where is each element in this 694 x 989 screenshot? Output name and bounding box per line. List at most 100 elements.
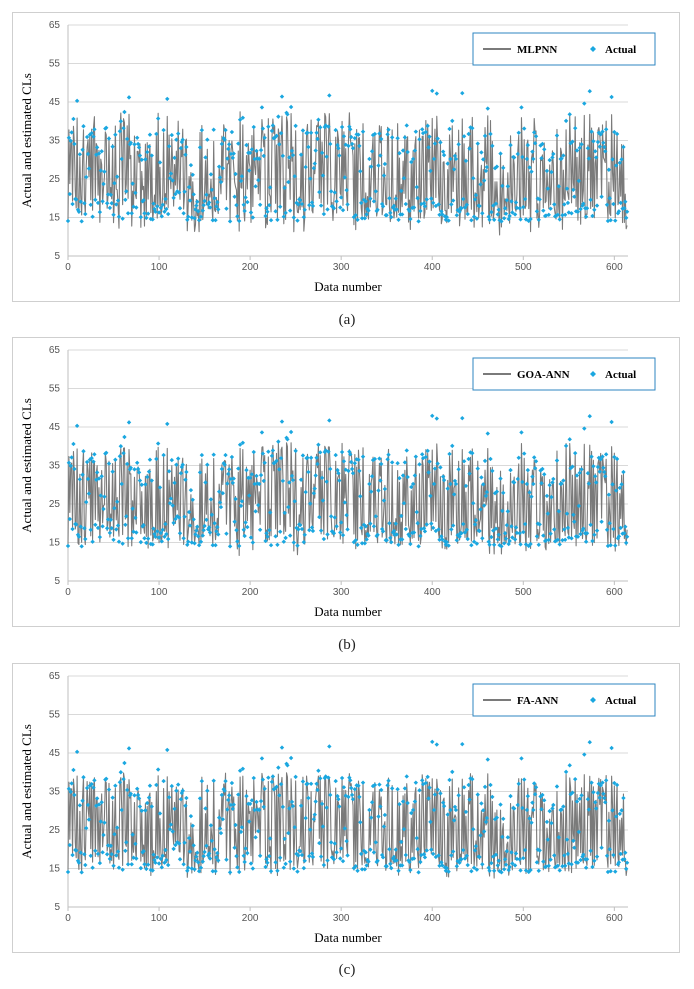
actual-point: [473, 192, 479, 198]
actual-point: [163, 196, 168, 202]
actual-point: [443, 217, 449, 223]
actual-point: [270, 774, 276, 779]
actual-point: [116, 214, 122, 219]
actual-point: [213, 868, 218, 874]
actual-point: [541, 859, 546, 864]
actual-point: [430, 525, 436, 531]
actual-point: [413, 780, 419, 785]
actual-point: [86, 491, 92, 496]
actual-point: [248, 210, 254, 215]
actual-point: [236, 218, 242, 224]
actual-point: [243, 846, 248, 851]
actual-point: [212, 847, 217, 852]
actual-point: [174, 137, 179, 142]
actual-point: [470, 450, 475, 456]
actual-point: [565, 200, 571, 206]
actual-point: [622, 206, 627, 211]
actual-point: [597, 144, 602, 149]
actual-point: [502, 531, 508, 536]
actual-point: [115, 198, 121, 203]
actual-point: [325, 207, 330, 212]
actual-point: [206, 525, 212, 530]
actual-point: [185, 214, 191, 219]
actual-point: [572, 194, 577, 199]
actual-point: [175, 456, 181, 461]
actual-point: [521, 777, 527, 782]
actual-point: [65, 218, 71, 224]
actual-point: [384, 863, 389, 869]
actual-point: [539, 156, 544, 161]
actual-point: [565, 851, 571, 857]
actual-point: [211, 452, 216, 457]
actual-point: [522, 847, 528, 853]
actual-point: [146, 144, 152, 149]
actual-point: [254, 473, 259, 479]
actual-point: [491, 868, 497, 874]
actual-point: [448, 156, 453, 162]
actual-point: [564, 186, 570, 191]
actual-point: [407, 208, 412, 214]
actual-point: [341, 459, 347, 464]
actual-point: [123, 522, 128, 527]
actual-point: [264, 531, 269, 536]
actual-point: [610, 157, 615, 162]
actual-point: [135, 792, 141, 798]
actual-point: [305, 455, 310, 460]
actual-point: [126, 420, 132, 425]
actual-point: [167, 501, 173, 506]
actual-point: [67, 191, 73, 197]
actual-point: [517, 857, 522, 862]
actual-point: [440, 212, 445, 217]
actual-point: [147, 132, 153, 137]
actual-point: [449, 527, 454, 532]
actual-point: [555, 537, 561, 543]
actual-point: [387, 196, 392, 201]
actual-point: [592, 207, 597, 212]
actual-point: [93, 848, 98, 853]
actual-point: [425, 774, 430, 780]
actual-point: [453, 156, 459, 162]
actual-point: [478, 507, 483, 512]
actual-point: [411, 856, 417, 861]
actual-point: [401, 501, 407, 506]
actual-point: [355, 542, 360, 548]
actual-point: [532, 781, 537, 786]
actual-point: [613, 218, 618, 223]
actual-point: [111, 863, 116, 869]
actual-point: [225, 481, 230, 486]
actual-point: [165, 536, 171, 542]
actual-point: [582, 426, 587, 431]
actual-point: [285, 437, 290, 442]
actual-point: [388, 210, 393, 216]
actual-point: [453, 481, 459, 487]
actual-point: [588, 197, 593, 202]
actual-point: [579, 142, 584, 147]
actual-point: [248, 861, 254, 866]
actual-point: [113, 457, 118, 462]
actual-point: [535, 847, 541, 852]
actual-point: [607, 521, 612, 526]
actual-point: [208, 497, 214, 502]
actual-point: [240, 440, 246, 445]
actual-point: [574, 799, 580, 804]
actual-point: [380, 204, 386, 209]
legend-point-swatch: [590, 697, 596, 703]
actual-point: [619, 482, 624, 487]
actual-point: [161, 778, 166, 784]
actual-point: [349, 466, 355, 472]
actual-point: [549, 494, 554, 500]
actual-point: [622, 857, 627, 862]
x-tick-label: 600: [606, 262, 623, 273]
actual-point: [278, 130, 284, 136]
actual-point: [400, 799, 406, 804]
actual-point: [212, 196, 217, 201]
actual-point: [600, 454, 605, 459]
actual-point: [130, 832, 135, 837]
actual-point: [209, 512, 215, 517]
actual-point: [166, 469, 172, 474]
actual-point: [280, 153, 286, 159]
actual-point: [376, 163, 381, 168]
actual-point: [575, 534, 581, 539]
actual-point: [174, 462, 179, 467]
actual-point: [257, 156, 262, 162]
